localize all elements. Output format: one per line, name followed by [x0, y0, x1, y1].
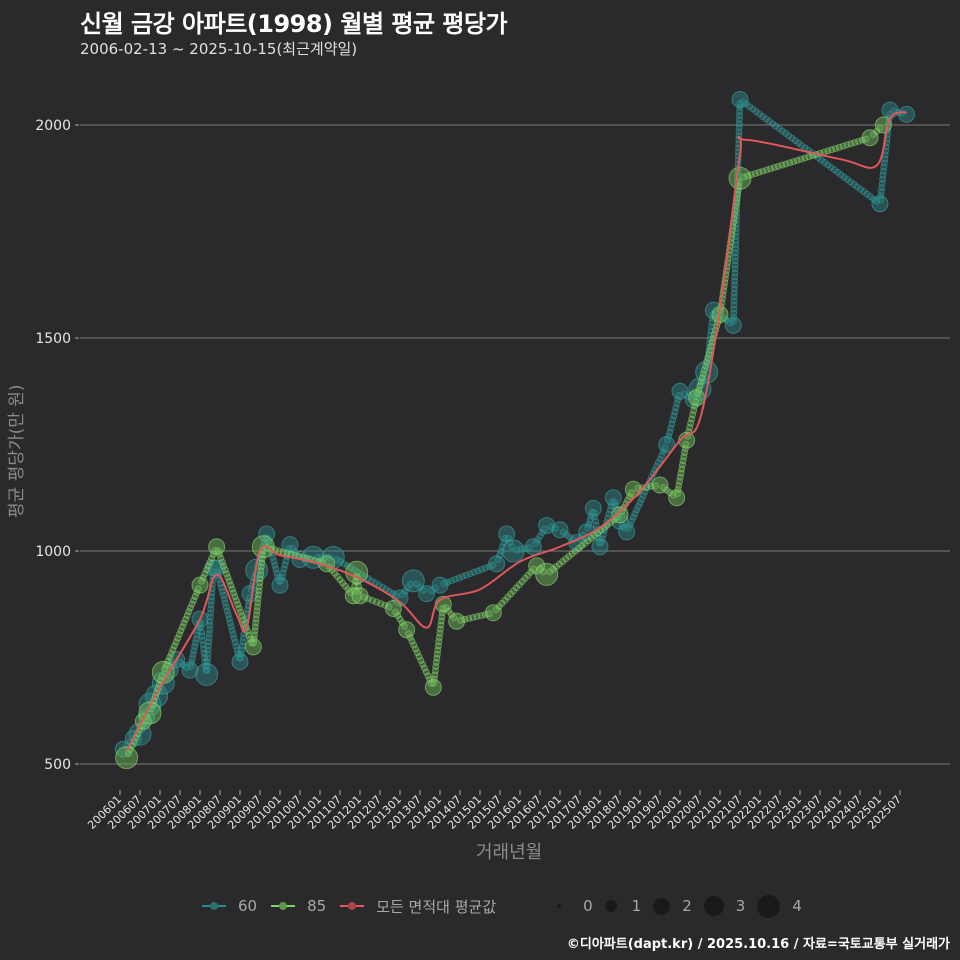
data-point [658, 436, 676, 453]
data-point [604, 489, 622, 507]
y-tick-label: 1000 [35, 544, 71, 560]
legend-size-2: 2 [653, 897, 692, 915]
data-point [671, 382, 689, 400]
legend-swatch-85-icon [269, 899, 297, 913]
data-point [114, 740, 132, 758]
average-line-path [125, 111, 908, 752]
size-circle-icon [703, 896, 724, 916]
legend-item-60[interactable]: 60 [200, 897, 257, 915]
x-axis-label: 거래년월 [476, 842, 543, 863]
data-point [115, 746, 139, 770]
data-point [528, 557, 546, 575]
data-point [898, 105, 916, 123]
data-point [871, 195, 889, 213]
size-circle-icon [653, 897, 671, 915]
data-point [688, 389, 706, 407]
data-point [401, 569, 425, 593]
data-point [591, 538, 609, 556]
data-point [191, 576, 209, 594]
legend-size-0: 0 [554, 897, 593, 915]
series-85-points [115, 116, 892, 770]
chart-title: 신월 금강 아파트(1998) 월별 평균 평당가 [80, 10, 508, 38]
data-point [418, 585, 436, 603]
data-point [861, 129, 879, 147]
data-point [195, 663, 219, 687]
legend-item-85[interactable]: 85 [269, 897, 326, 915]
data-point [181, 661, 199, 679]
data-point [424, 678, 442, 696]
data-point [431, 576, 449, 594]
data-point [551, 521, 569, 539]
data-point [391, 589, 409, 607]
y-axis-ticks: 500 1000 1500 2000 [35, 118, 79, 773]
data-point [488, 555, 506, 573]
legend-swatch-average-icon [338, 899, 366, 913]
y-tick-label: 1500 [35, 331, 71, 347]
data-point [668, 489, 686, 507]
data-point [271, 576, 289, 594]
data-point [524, 538, 542, 556]
data-point [398, 621, 416, 639]
series-60-points [114, 90, 916, 758]
source-caption: ©디아파트(dapt.kr) / 2025.10.16 / 자료=국토교통부 실… [566, 937, 950, 952]
legend-size-4: 4 [757, 894, 802, 918]
data-point [618, 523, 636, 541]
data-point [344, 587, 362, 605]
data-point [584, 499, 602, 517]
average-line [125, 111, 908, 752]
data-point [881, 101, 899, 119]
data-point [651, 476, 669, 494]
data-point [728, 166, 752, 190]
size-circle-icon [557, 904, 562, 908]
data-point [231, 653, 249, 671]
legend-item-average[interactable]: 모든 면적대 평균값 [338, 896, 496, 917]
data-point [501, 539, 525, 563]
legend-size-1: 1 [604, 897, 641, 915]
size-circle-icon [604, 900, 617, 912]
chart-subtitle: 2006-02-13 ~ 2025-10-15(최근계약일) [80, 40, 358, 58]
data-point [384, 600, 402, 618]
data-point [724, 316, 742, 334]
data-point [611, 506, 629, 524]
gridlines [80, 124, 950, 765]
legend-swatch-60-icon [200, 899, 228, 913]
data-point [731, 90, 749, 108]
data-point [484, 604, 502, 622]
data-point [624, 480, 642, 498]
size-circle-icon [757, 894, 781, 918]
data-point [538, 516, 556, 534]
data-point [351, 587, 369, 605]
data-point [244, 638, 262, 656]
data-point [535, 562, 559, 586]
legend: 60 85 모든 면적대 평균값 0 1 2 3 4 [200, 893, 814, 919]
legend-size-3: 3 [703, 896, 745, 916]
data-point [448, 612, 466, 630]
x-axis-ticks: 2006012006072007012007072008012008072009… [85, 790, 904, 832]
data-point [208, 538, 226, 556]
y-tick-label: 500 [44, 757, 71, 773]
y-tick-label: 2000 [35, 118, 71, 134]
